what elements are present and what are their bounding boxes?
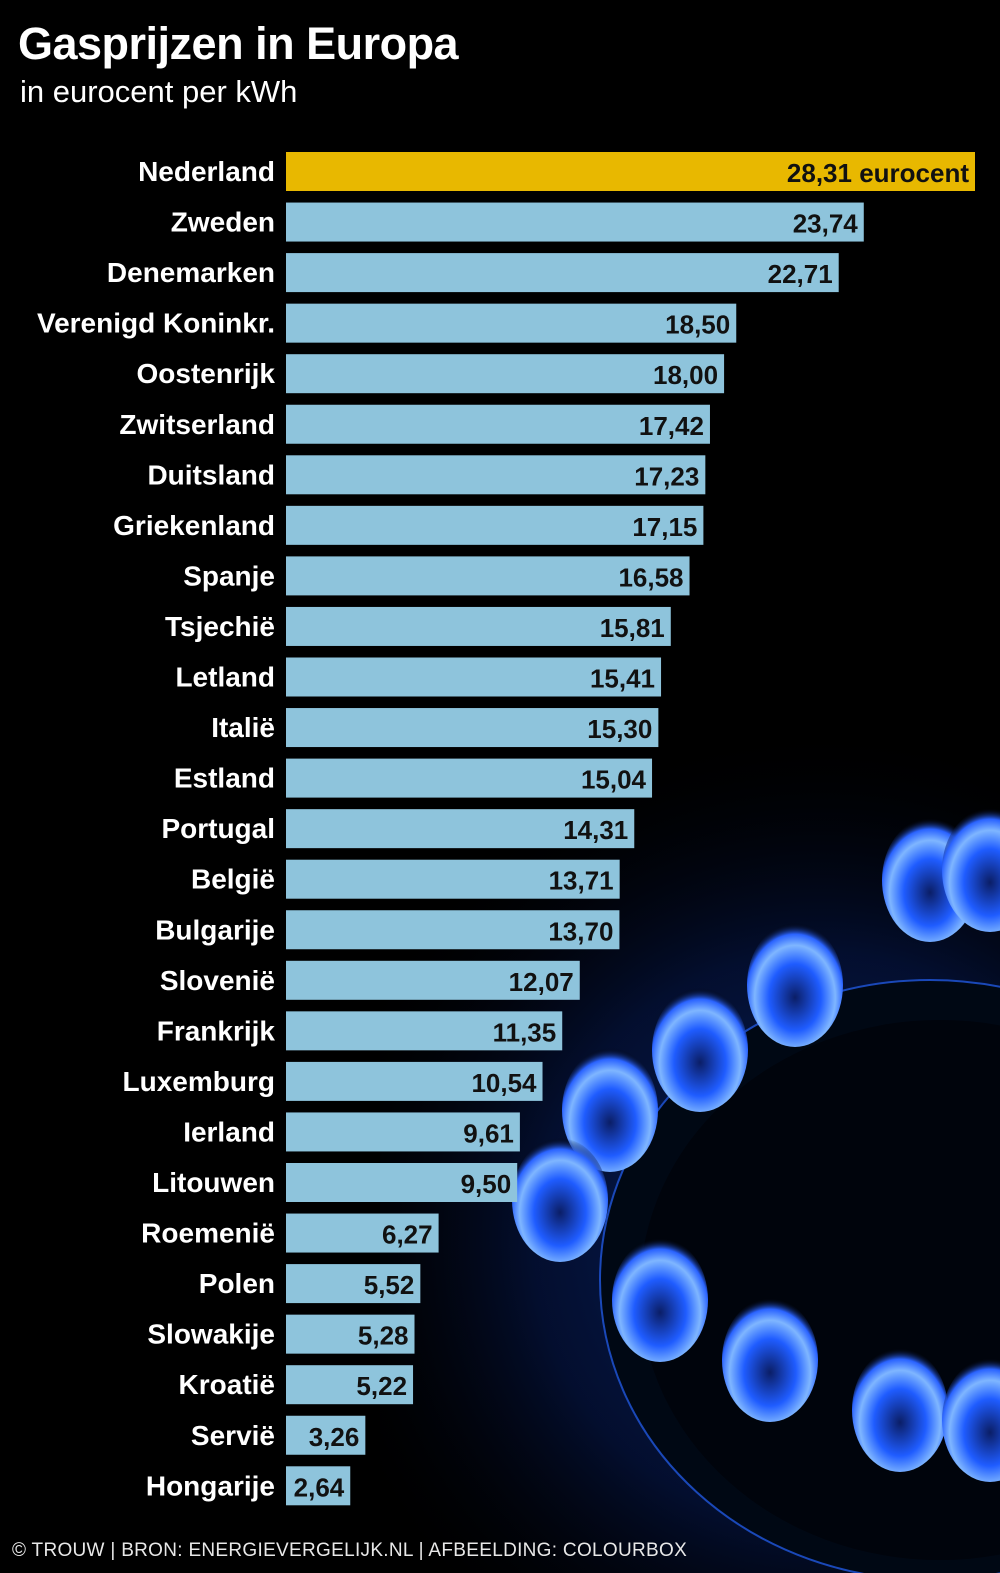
bar [286, 708, 659, 748]
bar [286, 859, 620, 899]
bar [286, 809, 635, 849]
bar [286, 1112, 520, 1152]
category-label: België [191, 864, 275, 895]
bar [286, 1061, 543, 1101]
value-label: 9,61 [463, 1118, 514, 1148]
burner-image [380, 700, 1000, 1573]
flame-5 [512, 1138, 608, 1262]
bar [286, 1163, 518, 1202]
bar [286, 1314, 415, 1354]
value-label: 12,07 [509, 967, 574, 997]
category-label: Italië [211, 712, 275, 743]
value-label: 16,58 [618, 562, 683, 592]
category-label: Spanje [183, 560, 275, 591]
category-label: Hongarije [146, 1470, 275, 1501]
category-label: Tsjechië [165, 611, 275, 642]
value-label: 13,71 [549, 866, 614, 896]
chart-subtitle: in eurocent per kWh [20, 74, 298, 109]
value-label: 18,50 [665, 310, 730, 340]
value-label: 17,42 [639, 411, 704, 441]
category-label: Estland [174, 763, 275, 794]
category-label: Oostenrijk [137, 358, 276, 389]
value-label: 6,27 [382, 1220, 433, 1250]
category-label: Zwitserland [119, 409, 275, 440]
bar [286, 657, 662, 697]
bar [286, 455, 706, 495]
bar [286, 556, 690, 596]
category-label: Kroatië [179, 1369, 275, 1400]
flame-2 [747, 923, 843, 1047]
category-label: Ierland [183, 1116, 275, 1147]
category-label: Bulgarije [155, 914, 275, 945]
value-label: 28,31 eurocent [787, 158, 969, 188]
flame-4 [562, 1048, 658, 1172]
category-label: Zweden [171, 207, 275, 238]
value-label: 2,64 [294, 1472, 345, 1502]
value-label: 15,04 [581, 765, 647, 795]
footer-credit: © TROUW | BRON: ENERGIEVERGELIJK.NL | AF… [12, 1540, 688, 1561]
category-label: Slovenië [160, 965, 275, 996]
value-label: 22,71 [768, 259, 833, 289]
value-label: 15,41 [590, 664, 655, 694]
value-label: 10,54 [471, 1068, 537, 1098]
value-label: 17,15 [632, 512, 697, 542]
value-label: 15,81 [600, 613, 665, 643]
category-label: Griekenland [113, 510, 275, 541]
flame-3 [652, 988, 748, 1112]
category-label: Verenigd Koninkr. [37, 308, 275, 339]
bar [286, 253, 839, 293]
value-label: 5,52 [364, 1270, 415, 1300]
value-label: 13,70 [548, 916, 613, 946]
bar [286, 1264, 421, 1304]
category-label: Letland [175, 662, 275, 693]
category-label: Luxemburg [123, 1066, 275, 1097]
bar [286, 354, 725, 394]
category-label: Polen [199, 1268, 275, 1299]
chart-title: Gasprijzen in Europa [18, 18, 459, 69]
bar [286, 152, 975, 191]
flame-8 [852, 1348, 948, 1472]
value-label: 17,23 [634, 461, 699, 491]
bar [286, 1415, 366, 1455]
flame-1 [942, 808, 1000, 932]
category-label: Frankrijk [157, 1015, 276, 1046]
bar [286, 303, 737, 343]
flame-9 [942, 1358, 1000, 1482]
bar [286, 1213, 439, 1253]
bar [286, 1011, 563, 1051]
value-label: 23,74 [793, 209, 859, 239]
bar [286, 1466, 351, 1506]
flame-7 [722, 1298, 818, 1422]
bar [286, 202, 864, 242]
value-label: 9,50 [461, 1169, 512, 1199]
bar [286, 404, 710, 444]
bar [286, 505, 704, 545]
value-label: 3,26 [309, 1422, 360, 1452]
bar [286, 1365, 414, 1405]
category-label: Denemarken [107, 257, 275, 288]
value-label: 5,22 [356, 1371, 407, 1401]
bar [286, 910, 620, 950]
category-label: Slowakije [147, 1319, 275, 1350]
value-label: 5,28 [358, 1321, 409, 1351]
category-label: Duitsland [147, 459, 275, 490]
bars: Nederland 28,31 eurocent Zweden 23,74 Denema… [37, 152, 975, 1506]
category-label: Portugal [161, 813, 275, 844]
bar [286, 606, 671, 646]
category-label: Nederland [138, 156, 275, 187]
value-label: 18,00 [653, 360, 718, 390]
value-label: 14,31 [563, 815, 628, 845]
value-label: 15,30 [587, 714, 652, 744]
flame-6 [612, 1238, 708, 1362]
category-label: Litouwen [152, 1167, 275, 1198]
value-label: 11,35 [493, 1017, 557, 1047]
category-label: Servië [191, 1420, 275, 1451]
bar [286, 758, 653, 798]
category-label: Roemenië [141, 1218, 275, 1249]
bar [286, 960, 580, 1000]
